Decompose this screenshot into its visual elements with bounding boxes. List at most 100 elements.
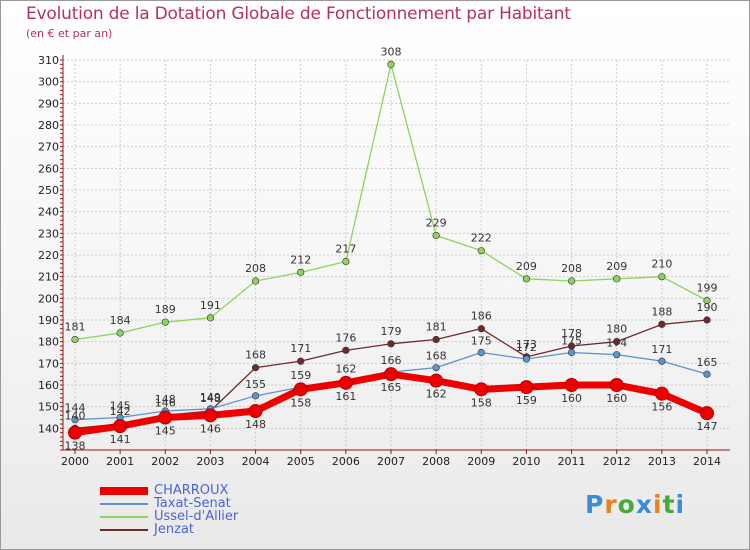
chart-subtitle: (en € et par an) (26, 27, 113, 40)
data-point (432, 364, 440, 372)
data-point (248, 404, 263, 418)
data-label: 149 (200, 391, 221, 404)
data-label: 138 (65, 440, 86, 453)
logo-letter: i (675, 490, 686, 519)
y-tick-label: 170 (38, 357, 59, 370)
y-tick-label: 260 (38, 162, 59, 175)
x-tick-label: 2004 (242, 455, 270, 468)
data-point (113, 419, 128, 434)
y-tick-label: 300 (38, 76, 59, 89)
data-label: 162 (335, 363, 356, 376)
data-label: 173 (516, 338, 537, 351)
data-point (703, 316, 711, 324)
data-label: 168 (426, 350, 447, 363)
data-point (158, 410, 173, 425)
x-tick-label: 2003 (196, 455, 224, 468)
data-point (477, 348, 485, 357)
data-label: 148 (155, 393, 176, 406)
data-point (658, 320, 666, 328)
data-point (342, 346, 350, 354)
data-label: 184 (110, 314, 131, 327)
data-point (429, 373, 444, 388)
legend-swatch (100, 487, 148, 495)
data-label: 191 (200, 299, 221, 312)
data-point (116, 329, 124, 337)
data-label: 165 (381, 381, 402, 394)
data-label: 148 (245, 418, 266, 431)
y-tick-label: 210 (38, 271, 59, 284)
legend-label: Taxat-Senat (154, 496, 231, 511)
x-tick-label: 2009 (467, 455, 495, 468)
page-title: Evolution de la Dotation Globale de Fonc… (26, 4, 571, 24)
data-label: 190 (697, 301, 718, 314)
y-tick-label: 240 (38, 206, 59, 219)
data-point (71, 416, 79, 424)
data-point (387, 340, 395, 348)
data-point (251, 277, 260, 285)
data-label: 162 (426, 388, 447, 401)
data-point (567, 277, 576, 285)
data-point (703, 370, 711, 378)
legend-label: CHARROUX (154, 483, 229, 498)
data-label: 140 (65, 409, 86, 422)
data-label: 189 (155, 303, 176, 316)
data-label: 142 (110, 405, 131, 418)
data-point (700, 406, 714, 421)
data-label: 176 (335, 331, 356, 344)
data-point (384, 367, 398, 382)
data-point (654, 386, 669, 401)
y-tick-label: 220 (38, 249, 59, 262)
x-tick-label: 2002 (151, 455, 179, 468)
data-label: 229 (426, 217, 447, 230)
data-label: 146 (200, 422, 221, 435)
logo-letter: o (617, 490, 636, 519)
data-point (658, 273, 666, 281)
data-label: 159 (516, 394, 537, 407)
y-tick-label: 270 (38, 141, 59, 154)
x-tick-label: 2008 (422, 455, 450, 468)
data-point (477, 247, 485, 255)
data-point (522, 355, 531, 363)
data-point (432, 231, 440, 240)
data-point (567, 348, 576, 357)
data-label: 145 (155, 425, 176, 438)
y-tick-label: 190 (38, 314, 59, 327)
data-label: 159 (290, 369, 311, 382)
x-tick-label: 2011 (558, 455, 586, 468)
data-point (297, 268, 305, 276)
y-tick-label: 280 (38, 119, 59, 132)
data-label: 171 (290, 342, 311, 355)
x-tick-label: 2012 (603, 455, 631, 468)
y-tick-label: 200 (38, 292, 59, 305)
data-label: 208 (245, 262, 266, 275)
x-tick-label: 2014 (693, 455, 721, 468)
x-tick-label: 2000 (61, 455, 89, 468)
data-point (432, 335, 440, 344)
x-tick-label: 2001 (106, 455, 134, 468)
data-label: 148 (200, 392, 221, 405)
data-label: 158 (290, 396, 311, 409)
data-point (161, 318, 169, 326)
x-tick-label: 2007 (377, 455, 405, 468)
data-point (251, 392, 260, 400)
data-point (519, 380, 534, 395)
y-tick-label: 230 (38, 227, 59, 240)
data-label: 210 (651, 258, 672, 271)
legend-label: Jenzat (154, 522, 194, 537)
data-label: 186 (471, 310, 492, 323)
data-point (297, 357, 305, 365)
data-label: 158 (471, 396, 492, 409)
data-point (342, 257, 350, 266)
proxiti-logo: Proxiti (585, 490, 685, 519)
data-label: 199 (697, 282, 718, 295)
data-label: 181 (65, 321, 86, 334)
x-tick-label: 2010 (512, 455, 540, 468)
data-label: 308 (381, 45, 402, 58)
y-tick-label: 140 (38, 422, 59, 435)
legend-label: Ussel-d'Allier (154, 509, 239, 524)
data-point (387, 60, 395, 68)
logo-letter: t (662, 490, 676, 519)
legend-swatch (100, 503, 148, 505)
